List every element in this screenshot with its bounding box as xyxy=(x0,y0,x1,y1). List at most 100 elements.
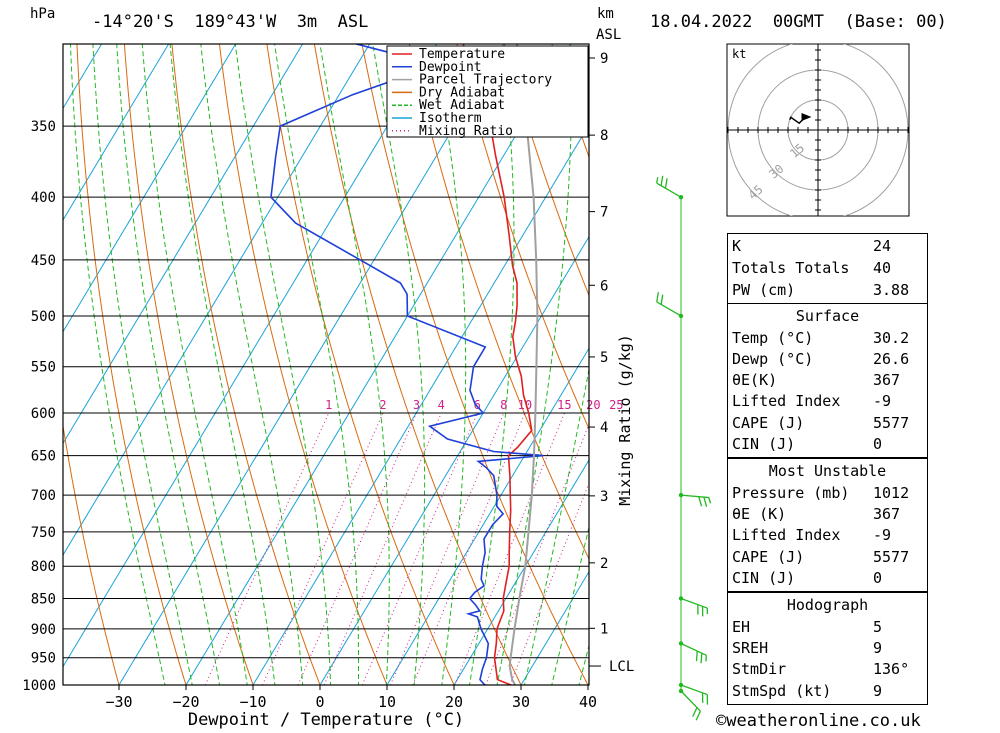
pressure-tick-label: 750 xyxy=(31,525,56,541)
wet-adiabat-line xyxy=(200,44,304,685)
dry-adiabat-line xyxy=(313,44,522,685)
mixing-ratio-label: 15 xyxy=(557,398,571,412)
most-unstable-table: Most Unstable Pressure (mb) 1012 θE (K) … xyxy=(727,458,928,592)
series-parcel-trajectory xyxy=(508,44,539,685)
wind-level-dot xyxy=(678,596,684,601)
hpa-axis-label: hPa xyxy=(30,6,56,22)
hodograph-unit-label: kt xyxy=(732,47,746,61)
mixing-ratio-line xyxy=(323,412,442,685)
index-row-totals: Totals Totals 40 xyxy=(732,258,923,279)
isotherm-line xyxy=(0,44,35,711)
surface-table: Surface Temp (°C) 30.2 Dewp (°C) 26.6 θE… xyxy=(727,303,928,458)
hodo-key: StmSpd (kt) xyxy=(732,682,832,700)
wind-barb-flag xyxy=(660,294,664,305)
mu-row: Pressure (mb) 1012 xyxy=(732,483,923,504)
asl-axis-label: ASL xyxy=(596,27,622,43)
wind-barb xyxy=(680,494,709,499)
wet-adiabat-line xyxy=(468,44,515,685)
wet-adiabat-line xyxy=(274,44,359,685)
wet-adiabat-line xyxy=(70,44,166,685)
index-value: 40 xyxy=(873,259,892,277)
wet-adiabat-line xyxy=(116,44,221,685)
mixing-ratio-line xyxy=(454,412,565,685)
surface-value: 30.2 xyxy=(873,329,910,347)
surface-row: CAPE (J) 5577 xyxy=(732,413,923,434)
wind-barb xyxy=(680,690,701,712)
mu-value: 5577 xyxy=(873,548,910,566)
mixing-ratio-axis-title: Mixing Ratio (g/kg) xyxy=(616,334,634,506)
wind-barb-flag xyxy=(698,496,703,507)
legend-label: Dewpoint xyxy=(419,60,482,75)
wind-barb xyxy=(680,684,708,696)
pressure-tick-label: 700 xyxy=(31,488,56,504)
wet-adiabat-line xyxy=(234,44,332,685)
wind-level-dot xyxy=(678,688,684,694)
mixing-ratio-label: 8 xyxy=(500,398,507,412)
mu-key: CIN (J) xyxy=(732,569,796,587)
wet-adiabat-line xyxy=(496,44,572,685)
wet-adiabat-line xyxy=(523,366,589,685)
copyright-link[interactable]: ©weatheronline.co.uk xyxy=(716,711,921,731)
surface-key: Dewp (°C) xyxy=(732,350,814,368)
wind-barb-flag xyxy=(664,178,668,189)
x-tick-label: −20 xyxy=(172,693,199,711)
dry-adiabat-line xyxy=(266,44,455,685)
surface-value: 367 xyxy=(873,371,901,389)
x-tick-label: 0 xyxy=(315,693,324,711)
mu-key: CAPE (J) xyxy=(732,548,805,566)
pressure-tick-label: 900 xyxy=(31,622,56,638)
wind-barb xyxy=(656,182,682,198)
x-axis-title: Dewpoint / Temperature (°C) xyxy=(188,710,464,730)
index-row-k: K 24 xyxy=(732,236,923,257)
wind-barb xyxy=(680,642,707,656)
x-tick-label: 40 xyxy=(579,693,597,711)
x-tick-label: 10 xyxy=(378,693,396,711)
wind-level-dot xyxy=(678,492,684,498)
pressure-tick-label: 350 xyxy=(31,119,56,135)
pressure-tick-label: 650 xyxy=(31,449,56,465)
km-tick-label: 9 xyxy=(600,51,608,67)
km-tick-label: 7 xyxy=(600,205,608,221)
wet-adiabat-line xyxy=(319,44,390,685)
mixing-ratio-line xyxy=(485,422,589,685)
wind-barb-flag xyxy=(695,651,698,662)
surface-row: θE(K) 367 xyxy=(732,370,923,391)
index-row-pw: PW (cm) 3.88 xyxy=(732,280,923,301)
wind-barb-flag xyxy=(700,653,703,664)
dry-adiabat-line xyxy=(408,44,589,561)
index-key: PW (cm) xyxy=(732,281,796,299)
dry-adiabat-line xyxy=(123,44,254,685)
storm-motion-marker xyxy=(801,113,812,122)
wind-barb-flag xyxy=(660,175,664,186)
legend-label: Wet Adiabat xyxy=(419,98,505,113)
mixing-ratio-label: 6 xyxy=(474,398,481,412)
pressure-tick-label: 1000 xyxy=(22,678,56,694)
mu-key: Lifted Index xyxy=(732,526,841,544)
dry-adiabat-line xyxy=(932,44,1000,711)
wet-adiabat-line xyxy=(578,643,589,685)
mixing-ratio-label: 25 xyxy=(609,398,623,412)
legend-box xyxy=(386,45,589,138)
wet-adiabat-line xyxy=(372,44,426,685)
surface-value: 26.6 xyxy=(873,350,910,368)
surface-row: Lifted Index -9 xyxy=(732,391,923,412)
mu-row: CAPE (J) 5577 xyxy=(732,547,923,568)
wind-barb xyxy=(656,301,682,317)
km-tick-label: 5 xyxy=(600,350,608,366)
series-dewpoint xyxy=(270,44,544,685)
pressure-tick-label: 600 xyxy=(31,406,56,422)
legend-label: Parcel Trajectory xyxy=(419,73,552,88)
hodo-key: EH xyxy=(732,618,751,636)
hodograph-title: Hodograph xyxy=(786,596,869,614)
run-date-title: 18.04.2022 00GMT (Base: 00) xyxy=(650,12,947,32)
hodo-row: SREH 9 xyxy=(732,638,923,659)
surface-title: Surface xyxy=(795,307,860,325)
km-tick-label: 6 xyxy=(600,278,608,294)
most-unstable-title: Most Unstable xyxy=(768,462,887,480)
hodo-row: EH 5 xyxy=(732,617,923,638)
hodo-value: 9 xyxy=(873,639,883,657)
km-tick-label: 8 xyxy=(600,128,608,144)
isotherm-line xyxy=(453,459,589,685)
legend-label: Temperature xyxy=(419,47,505,62)
